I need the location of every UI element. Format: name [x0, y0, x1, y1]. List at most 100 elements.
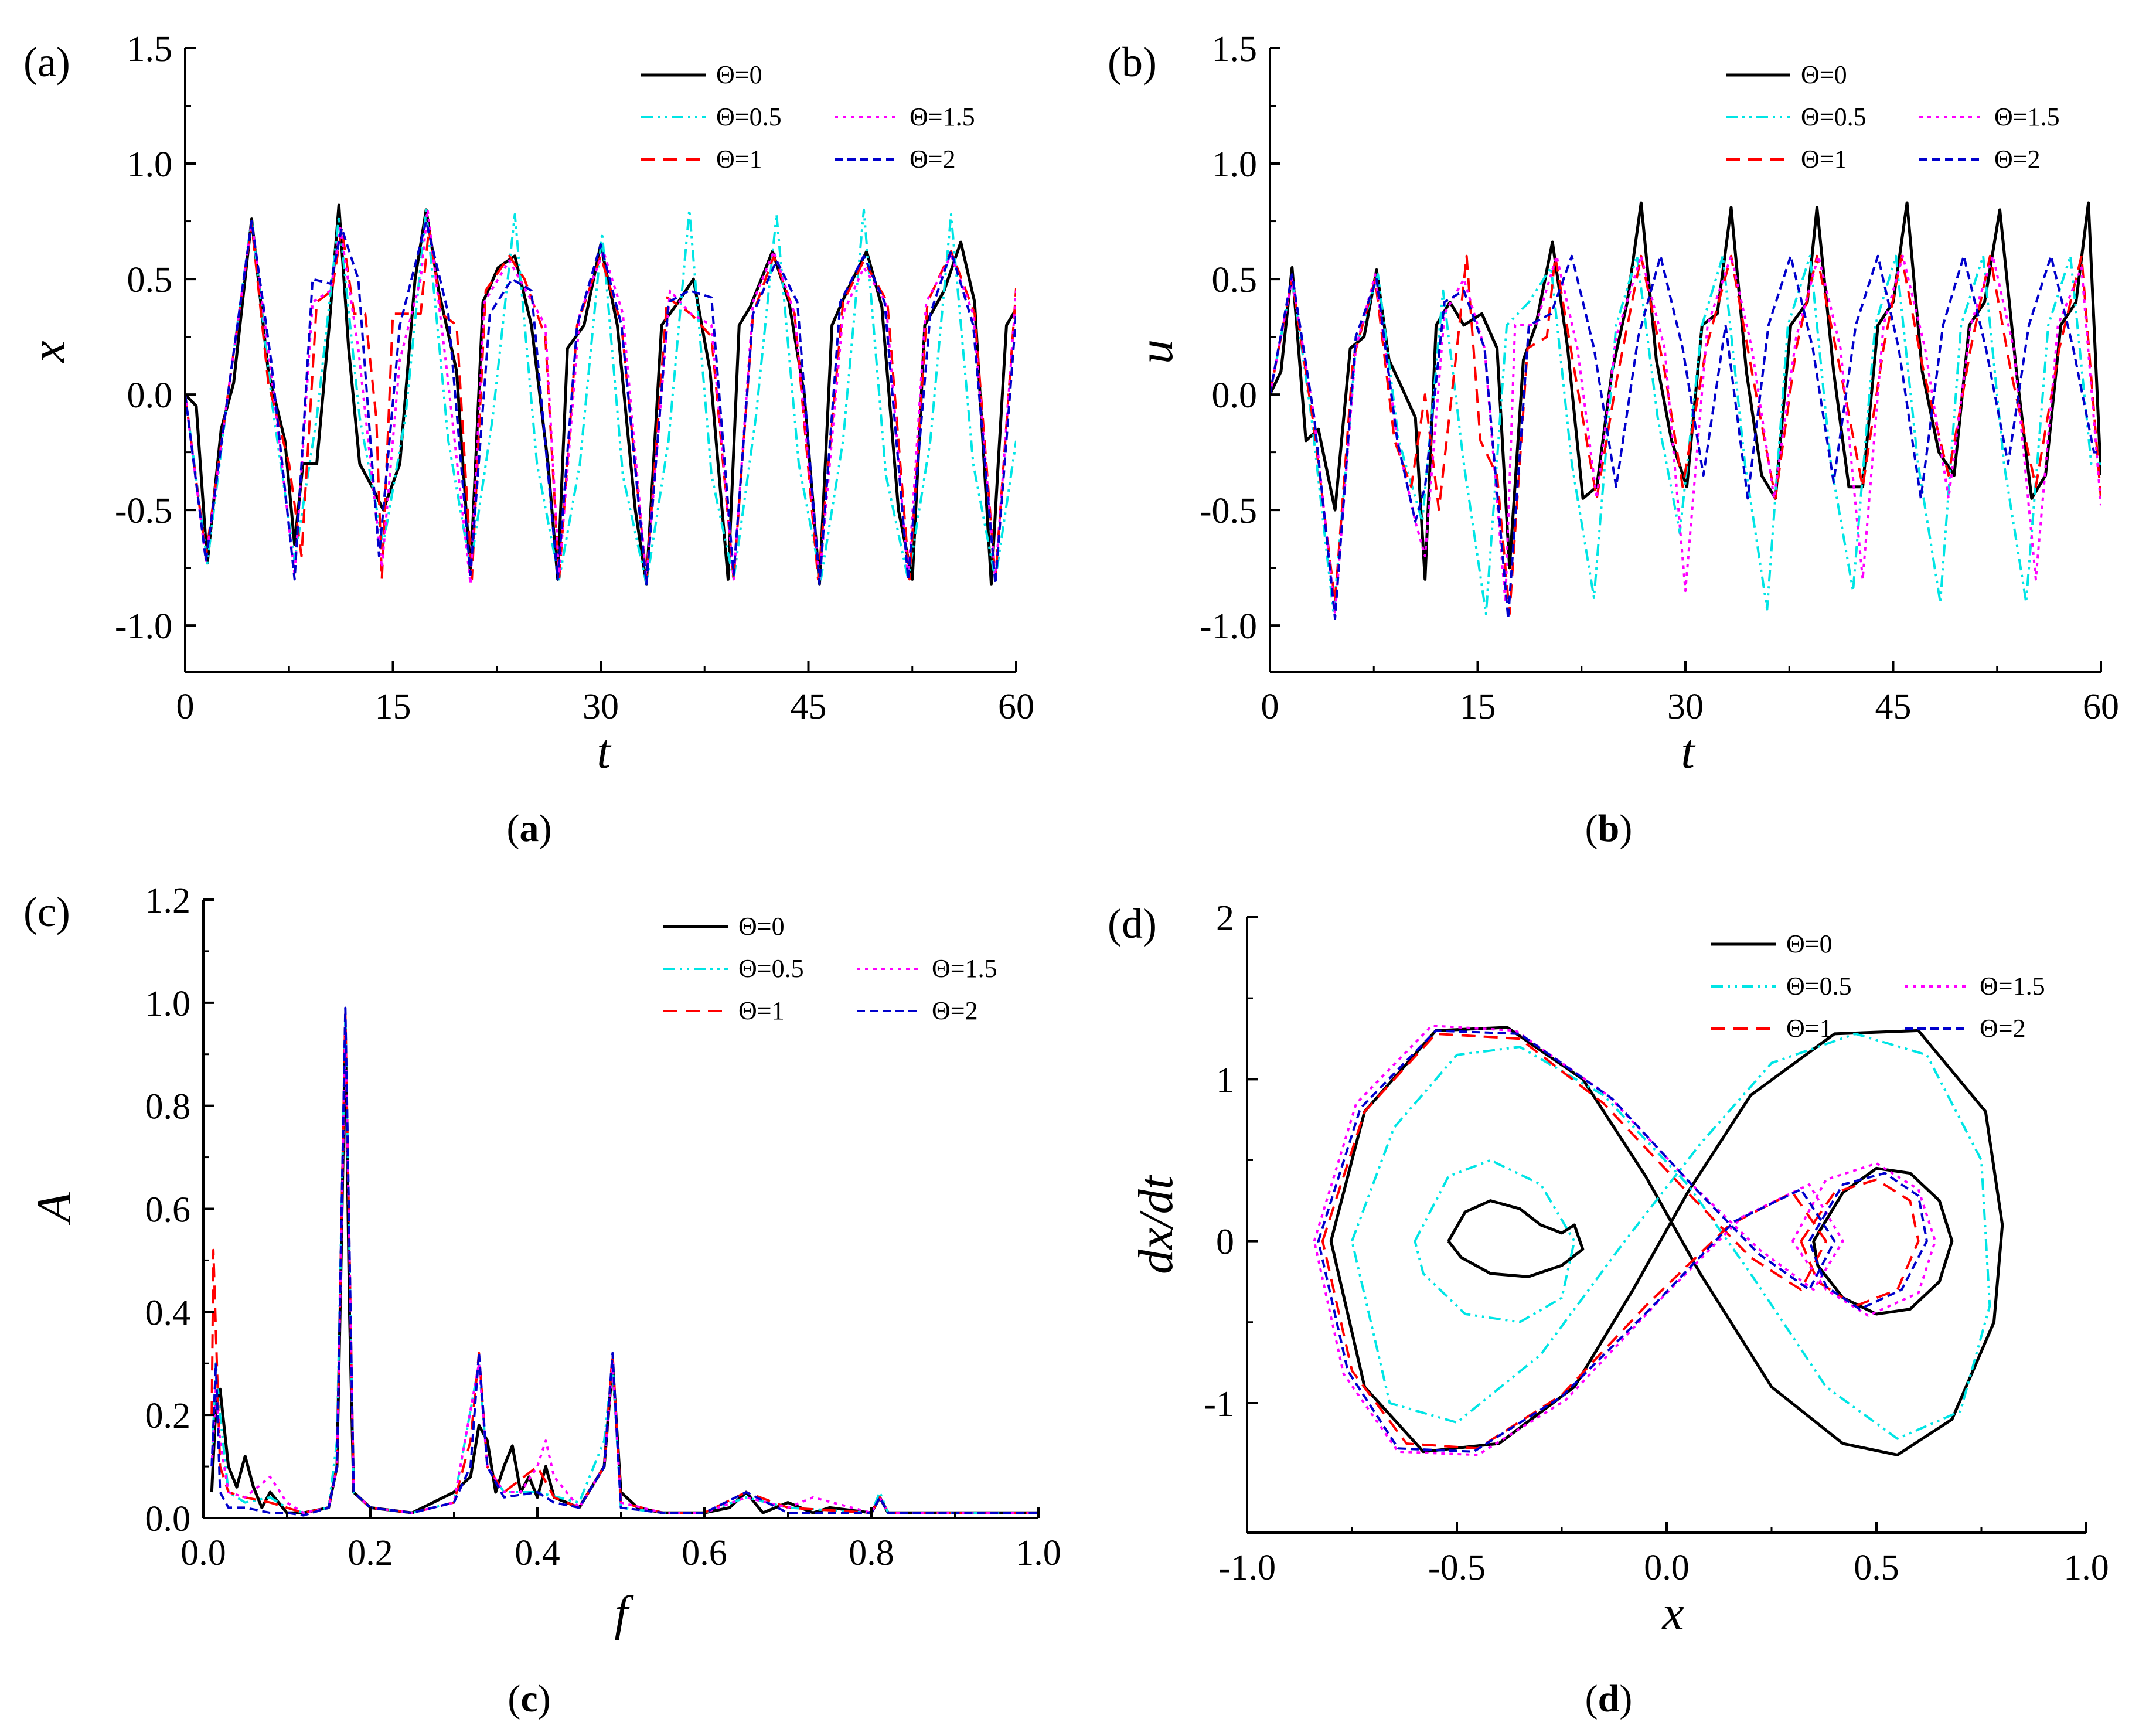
series-line-a-theta0-0: [185, 203, 1016, 586]
panel-label-a: (a): [23, 39, 70, 86]
panel-label-b: (b): [1108, 39, 1157, 86]
legend-label-c-theta2: Θ=2: [932, 996, 978, 1025]
series-line-a-theta15-3: [185, 208, 1016, 586]
y-tick-label-c: 0.0: [145, 1499, 191, 1539]
x-tick-label-d: -0.5: [1428, 1548, 1486, 1588]
legend-label-a-theta15: Θ=1.5: [910, 103, 975, 131]
y-tick-label-d: 2: [1216, 898, 1234, 938]
series-line-d-theta0-1: [1447, 1199, 1585, 1278]
legend-label-b-theta2: Θ=2: [1994, 145, 2041, 173]
y-tick-label-a: -0.5: [115, 491, 172, 531]
x-axis-title-b: t: [1681, 724, 1696, 779]
y-tick-label-c: 0.2: [145, 1396, 191, 1436]
series-line-d-theta0-0: [1329, 1026, 2004, 1456]
x-tick-label-a: 60: [998, 687, 1034, 727]
y-tick-label-b: 0.5: [1212, 260, 1258, 300]
legend-label-a-theta0: Θ=0: [716, 60, 762, 89]
legend-label-d-theta0: Θ=0: [1786, 930, 1833, 958]
caption-d: (d): [1585, 1677, 1633, 1720]
y-axis-title-b: u: [1129, 339, 1183, 364]
legend-label-d-theta15: Θ=1.5: [1980, 972, 2045, 1000]
series-line-d-theta1-6: [1800, 1178, 1920, 1308]
y-tick-label-a: 1.0: [127, 145, 173, 185]
x-tick-label-a: 30: [583, 687, 619, 727]
plot-area-a: [185, 203, 1016, 586]
series-line-c-theta0-0: [210, 1027, 1038, 1514]
series-line-d-theta05-3: [1351, 1032, 1991, 1440]
plot-area-b: [1270, 201, 2101, 620]
series-line-c-theta2-4: [210, 1006, 1038, 1517]
caption-b: (b): [1585, 807, 1633, 850]
plot-area-c: [210, 1006, 1038, 1517]
series-line-d-theta0-2: [1812, 1166, 1954, 1316]
legend-label-a-theta05: Θ=0.5: [716, 103, 782, 131]
panel-d: -1.0 -0.5 0.0 0.5 1.0-1012xdx/dt(d)(d)Θ=0Θ=0…: [1108, 898, 2109, 1720]
series-line-b-theta1-2: [1270, 254, 2101, 615]
legend-label-c-theta15: Θ=1.5: [932, 954, 997, 983]
x-tick-label-c: 0.4: [515, 1533, 560, 1573]
x-tick-label-d: -1.0: [1218, 1548, 1276, 1588]
y-tick-label-d: 1: [1216, 1060, 1234, 1100]
legend-label-b-theta1: Θ=1: [1801, 145, 1847, 173]
panel-b: 0 15 30 45 60 -1.0 -0.5 0.0 0.5 1.0 1.5 t u (b) (b) Θ=0…: [1108, 29, 2119, 850]
series-line-c-theta05-1: [210, 1017, 1038, 1514]
series-line-b-theta2-4: [1270, 254, 2101, 620]
x-tick-label-c: 0.6: [682, 1533, 727, 1573]
x-tick-label-d: 0.0: [1644, 1548, 1690, 1588]
x-tick-label-d: 1.0: [2063, 1548, 2109, 1588]
panel-c: 0.0 0.2 0.4 0.6 0.8 1.0 0.0 0.2 0.4 0.6 0.8 1.0 1.2 f…: [23, 881, 1061, 1720]
y-tick-label-d: -1: [1204, 1384, 1234, 1424]
x-tick-label-c: 1.0: [1016, 1533, 1061, 1573]
series-line-d-theta2-9: [1317, 1029, 1836, 1453]
legend-label-b-theta15: Θ=1.5: [1994, 103, 2060, 131]
x-tick-label-a: 0: [176, 687, 195, 727]
legend-label-d-theta05: Θ=0.5: [1786, 972, 1852, 1000]
y-tick-label-c: 0.6: [145, 1190, 191, 1230]
panel-a: 0 15 30 45 60 -1.0 -0.5 0.0 0.5 1.0 1.5 t x (a) (a) Θ=0…: [21, 29, 1034, 850]
legend-d: Θ=0 Θ=0.5 Θ=1 Θ=1.5 Θ=2: [1711, 930, 2045, 1043]
series-line-a-theta05-1: [185, 208, 1016, 586]
x-tick-label-d: 0.5: [1854, 1548, 1899, 1588]
y-axis-title-c: A: [27, 1192, 81, 1226]
caption-a: (a): [507, 807, 552, 850]
series-line-a-theta2-4: [185, 220, 1016, 586]
legend-label-d-theta1: Θ=1: [1786, 1014, 1833, 1043]
y-tick-label-a: 0.0: [127, 376, 173, 416]
y-tick-label-a: 0.5: [127, 260, 173, 300]
x-tick-label-b: 30: [1667, 687, 1704, 727]
x-tick-label-c: 0.2: [348, 1533, 393, 1573]
y-tick-label-b: -0.5: [1200, 491, 1257, 531]
y-axis-title-d: dx/dt: [1129, 1174, 1183, 1274]
plot-area-d: [1313, 1025, 2004, 1456]
y-tick-label-a: -1.0: [115, 607, 172, 646]
legend-label-a-theta2: Θ=2: [910, 145, 956, 173]
y-tick-label-a: 1.5: [127, 29, 173, 69]
series-line-d-theta2-10: [1808, 1172, 1928, 1311]
series-line-c-theta15-3: [210, 1027, 1038, 1514]
x-tick-label-b: 0: [1261, 687, 1279, 727]
series-line-d-theta05-4: [1414, 1159, 1576, 1323]
legend-a: Θ=0 Θ=0.5 Θ=1 Θ=1.5 Θ=2: [641, 60, 975, 173]
panel-label-d: (d): [1108, 900, 1157, 947]
legend-c: Θ=0 Θ=0.5 Θ=1 Θ=1.5 Θ=2: [663, 912, 997, 1025]
legend-label-c-theta05: Θ=0.5: [738, 954, 804, 983]
y-tick-label-b: 1.0: [1212, 145, 1258, 185]
x-tick-label-a: 45: [791, 687, 827, 727]
legend-label-b-theta05: Θ=0.5: [1801, 103, 1867, 131]
x-tick-label-a: 15: [375, 687, 411, 727]
x-axis-title-c: f: [614, 1586, 634, 1640]
x-tick-label-c: 0.0: [180, 1533, 226, 1573]
y-tick-label-c: 0.8: [145, 1087, 191, 1127]
x-tick-label-c: 0.8: [849, 1533, 894, 1573]
legend-label-c-theta0: Θ=0: [738, 912, 785, 941]
y-tick-label-b: -1.0: [1200, 607, 1257, 646]
y-tick-label-c: 1.2: [145, 881, 191, 921]
y-axis-title-a: x: [21, 341, 76, 363]
legend-label-b-theta0: Θ=0: [1801, 60, 1847, 89]
series-line-d-theta15-7: [1313, 1025, 1844, 1456]
series-line-a-theta1-2: [185, 222, 1016, 581]
x-axis-title-d: x: [1661, 1586, 1684, 1640]
x-tick-label-b: 45: [1875, 687, 1912, 727]
y-tick-label-c: 0.4: [145, 1293, 191, 1333]
